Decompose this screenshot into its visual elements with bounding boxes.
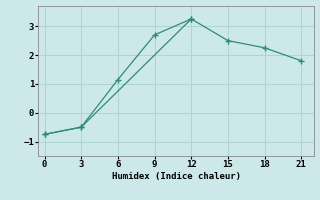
X-axis label: Humidex (Indice chaleur): Humidex (Indice chaleur)	[111, 172, 241, 181]
